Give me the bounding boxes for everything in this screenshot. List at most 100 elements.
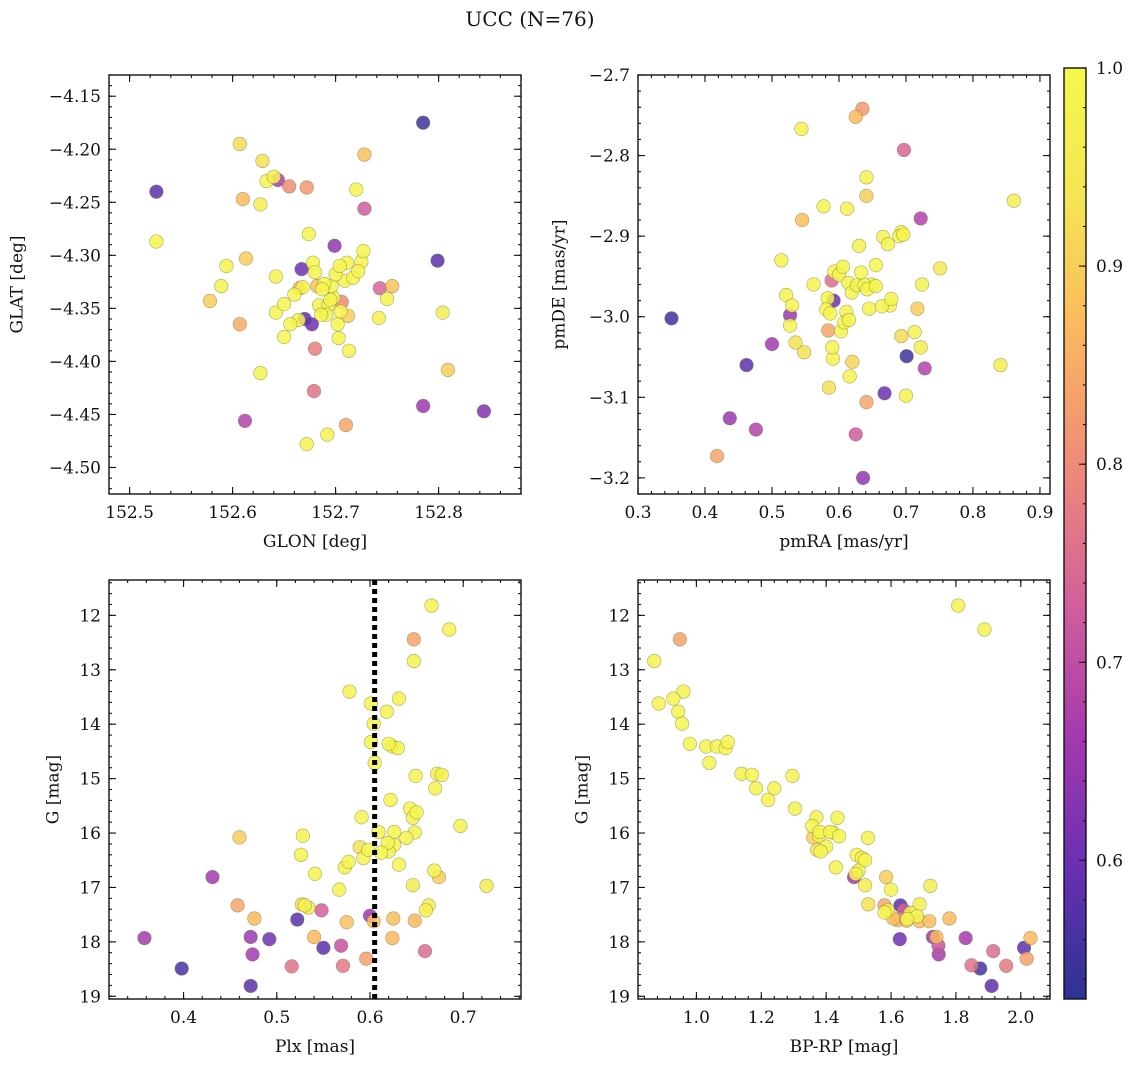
y-tick-label: 17 [608,878,630,898]
data-point [406,653,421,669]
x-tick-label: 0.3 [624,503,651,523]
x-tick-label: 1.6 [878,1008,905,1028]
data-point [813,844,828,859]
data-point [479,878,494,893]
y-axis-label: pmDE [mas/yr] [550,219,570,349]
y-tick-label: 18 [608,933,630,953]
data-point [277,329,292,345]
data-point [387,824,402,840]
data-point [859,188,874,203]
data-point [841,312,857,328]
panel-plx-g: 0.4 0.5 0.6 0.7 12 13 14 15 16 17 18 19 Plx [mas] G [… [44,579,522,1057]
colorbar-tick-label: 0.9 [1096,257,1123,277]
data-point [341,854,356,869]
y-axis-label: G [mag] [44,755,64,824]
data-point [883,882,899,897]
data-point [330,317,345,332]
data-point [381,736,396,751]
x-tick-label: 0.4 [170,1008,197,1028]
x-tick-label: 1.2 [748,1008,775,1028]
data-point [299,180,314,195]
x-tick-label: 0.5 [758,503,785,523]
data-point [406,632,421,647]
x-tick-label: 0.4 [691,503,718,523]
panel-glon-glat: 152.5 152.6 152.7 152.8 −4.15 −4.20 −4.25 −4.30… [8,74,522,552]
axes-frame [637,74,1051,495]
x-tick-label: 0.7 [450,1008,477,1028]
data-point [418,903,434,918]
data-point [383,792,398,807]
data-point [832,829,847,844]
data-point [416,115,431,130]
data-point [297,898,312,913]
data-point [338,417,354,433]
data-point [647,653,662,669]
data-point [880,237,895,252]
y-tick-label: −4.45 [49,405,101,425]
data-point [237,413,253,428]
data-point [922,914,937,929]
data-point [306,929,322,945]
data-point [797,345,812,360]
data-point [835,259,851,274]
x-tick-label: 0.8 [959,503,986,523]
x-axis-label: Plx [mas] [275,1037,355,1057]
scatter-points [647,598,1038,994]
data-point [434,767,449,782]
data-point [877,386,892,401]
x-tick-label: 0.9 [1026,503,1053,523]
data-point [913,340,928,355]
y-tick-label: −4.25 [49,193,101,213]
data-point [676,684,691,699]
panel-bprp-g: 1.0 1.2 1.4 1.6 1.8 2.0 12 13 14 15 16 17 18 19 BP-RP … [573,579,1051,1057]
data-point [293,847,309,862]
data-point [307,341,323,356]
y-tick-label: −4.15 [49,87,101,107]
data-point [315,282,330,297]
data-point [964,958,979,973]
data-point [879,870,894,885]
data-point [149,234,164,249]
data-point [672,632,687,647]
y-tick-label: 15 [608,770,630,790]
data-point [760,792,776,807]
data-point [816,199,831,214]
data-point [868,279,883,294]
data-point [351,264,366,279]
data-point [851,238,867,253]
data-point [899,349,914,364]
data-point [860,830,876,846]
data-point [862,301,877,316]
data-point [896,227,911,242]
data-point [767,781,782,796]
data-point [933,261,948,276]
y-tick-label: −4.20 [49,140,101,160]
data-point [339,915,354,930]
panel-pmra-pmde: 0.3 0.4 0.5 0.6 0.7 0.8 0.9 −2.7 −2.8 −2.9 −3.0 −3.… [550,66,1054,552]
data-point [784,298,800,313]
axes-frame [108,74,522,495]
data-point [855,470,871,485]
data-point [427,863,442,878]
y-tick-label: −4.50 [49,458,101,478]
data-point [307,866,323,881]
x-tick-label: 1.8 [942,1008,969,1028]
data-point [284,959,299,974]
data-point [314,307,329,322]
y-tick-label: −4.30 [49,246,101,266]
data-point [282,179,297,194]
data-point [806,277,821,292]
data-point [821,323,836,338]
data-point [857,878,873,893]
data-point [828,860,843,875]
data-point [794,121,809,137]
data-point [1019,951,1034,966]
data-point [720,735,735,750]
data-point [230,898,245,913]
data-point [453,818,468,834]
data-point [913,211,928,226]
x-tick-label: 152.8 [414,503,463,523]
data-point [896,142,912,158]
data-point [671,704,686,719]
